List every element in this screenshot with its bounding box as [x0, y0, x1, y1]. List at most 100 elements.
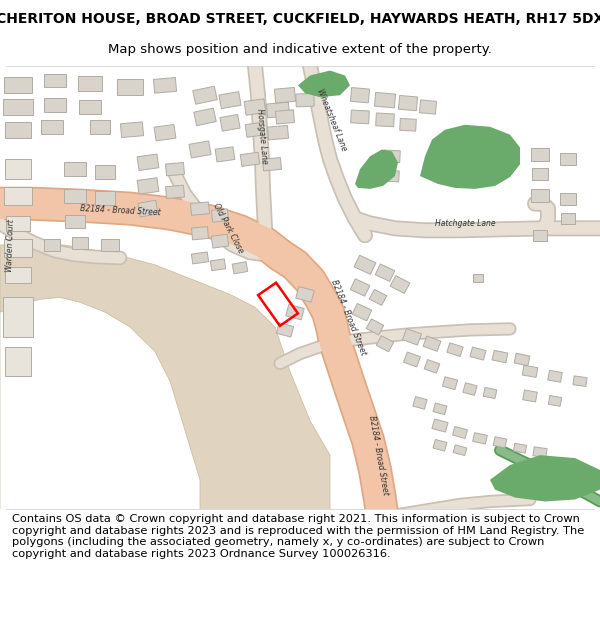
Bar [266, 102, 290, 118]
Bar [212, 209, 229, 222]
Bar [4, 239, 32, 257]
Bar [95, 191, 115, 204]
Bar [470, 347, 486, 360]
Text: CHERITON HOUSE, BROAD STREET, CUCKFIELD, HAYWARDS HEATH, RH17 5DX: CHERITON HOUSE, BROAD STREET, CUCKFIELD,… [0, 12, 600, 26]
Bar [5, 159, 31, 179]
Bar [442, 377, 458, 389]
Bar [4, 187, 32, 204]
Bar [219, 92, 241, 109]
Bar [4, 78, 32, 93]
Bar [296, 93, 314, 107]
Bar [166, 185, 184, 199]
Bar [453, 445, 467, 456]
Bar [561, 213, 575, 224]
Bar [350, 110, 370, 124]
Text: B2184 - Broad Street: B2184 - Broad Street [367, 414, 389, 496]
Bar [137, 177, 159, 194]
Bar [424, 359, 440, 373]
Bar [189, 141, 211, 158]
Bar [383, 150, 400, 162]
Bar [3, 99, 33, 115]
Bar [350, 88, 370, 103]
Bar [376, 336, 394, 352]
Bar [433, 403, 447, 414]
Bar [95, 165, 115, 179]
Polygon shape [355, 149, 398, 189]
Bar [390, 276, 410, 294]
Bar [215, 147, 235, 162]
Bar [573, 376, 587, 386]
Text: Horsgate Lane: Horsgate Lane [255, 109, 269, 165]
Bar [296, 287, 314, 302]
Bar [193, 86, 217, 104]
Bar [211, 259, 226, 271]
Bar [398, 96, 418, 111]
Bar [523, 390, 537, 402]
Bar [463, 382, 477, 396]
Bar [374, 92, 395, 108]
Bar [433, 439, 447, 451]
Polygon shape [420, 125, 520, 189]
Text: Wheatsheaf Lane: Wheatsheaf Lane [316, 88, 349, 152]
Bar [560, 193, 576, 204]
Bar [385, 170, 399, 182]
Text: Warden Court: Warden Court [5, 219, 16, 272]
Bar [244, 99, 266, 115]
Bar [72, 238, 88, 249]
Bar [191, 227, 208, 240]
Bar [533, 447, 547, 458]
Bar [166, 162, 184, 176]
Bar [277, 322, 293, 337]
Bar [548, 370, 562, 382]
Bar [473, 274, 483, 282]
Bar [268, 126, 289, 140]
Bar [117, 79, 143, 95]
Bar [533, 230, 547, 241]
Bar [79, 100, 101, 114]
Bar [531, 148, 549, 161]
Polygon shape [298, 71, 350, 97]
Bar [419, 100, 437, 114]
Bar [78, 76, 102, 91]
Text: Old Park Close: Old Park Close [211, 202, 245, 255]
Bar [220, 114, 240, 131]
Text: Map shows position and indicative extent of the property.: Map shows position and indicative extent… [108, 44, 492, 56]
Bar [258, 282, 298, 326]
Bar [366, 319, 384, 335]
Bar [468, 164, 482, 174]
Bar [6, 216, 30, 231]
Bar [514, 353, 530, 366]
Bar [369, 289, 387, 306]
Bar [121, 122, 143, 138]
Bar [3, 298, 33, 337]
Bar [191, 252, 209, 264]
Bar [400, 119, 416, 131]
Bar [354, 255, 376, 274]
Bar [41, 120, 63, 134]
Bar [522, 365, 538, 378]
Bar [375, 264, 395, 281]
Bar [138, 200, 158, 217]
Bar [441, 140, 459, 153]
Bar [240, 152, 260, 166]
Bar [514, 443, 527, 453]
Bar [473, 432, 487, 444]
Polygon shape [490, 455, 600, 501]
Bar [64, 189, 86, 202]
Bar [423, 336, 441, 351]
Text: Hatchgate Lane: Hatchgate Lane [434, 219, 496, 228]
Bar [90, 120, 110, 134]
Text: B2184 - Broad Street: B2184 - Broad Street [80, 204, 160, 217]
Text: Contains OS data © Crown copyright and database right 2021. This information is : Contains OS data © Crown copyright and d… [12, 514, 584, 559]
Bar [5, 122, 31, 138]
Bar [44, 74, 66, 88]
Bar [5, 267, 31, 282]
Bar [154, 124, 176, 141]
Bar [531, 189, 549, 202]
Bar [5, 347, 31, 376]
Bar [191, 202, 209, 215]
Bar [376, 113, 394, 127]
Bar [452, 426, 467, 438]
Bar [245, 122, 265, 138]
Bar [498, 149, 512, 160]
